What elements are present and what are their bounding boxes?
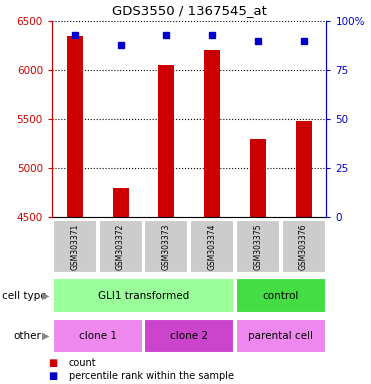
Bar: [158, 65, 174, 217]
Bar: [99, 220, 142, 273]
Text: GSM303373: GSM303373: [162, 223, 171, 270]
Text: ▶: ▶: [42, 331, 49, 341]
Text: control: control: [263, 291, 299, 301]
Title: GDS3550 / 1367545_at: GDS3550 / 1367545_at: [112, 4, 267, 17]
Text: other: other: [13, 331, 41, 341]
Bar: [236, 319, 326, 353]
Bar: [236, 278, 326, 313]
Text: ▶: ▶: [42, 291, 49, 301]
Text: GSM303376: GSM303376: [299, 223, 308, 270]
Bar: [53, 220, 97, 273]
Text: clone 2: clone 2: [170, 331, 208, 341]
Text: GSM303375: GSM303375: [253, 223, 262, 270]
Text: clone 1: clone 1: [79, 331, 117, 341]
Bar: [282, 220, 326, 273]
Text: GLI1 transformed: GLI1 transformed: [98, 291, 189, 301]
Text: cell type: cell type: [2, 291, 46, 301]
Bar: [190, 220, 234, 273]
Text: percentile rank within the sample: percentile rank within the sample: [69, 371, 234, 381]
Bar: [144, 220, 188, 273]
Bar: [144, 319, 234, 353]
Bar: [53, 319, 142, 353]
Bar: [112, 188, 129, 217]
Bar: [296, 121, 312, 217]
Bar: [250, 139, 266, 217]
Text: ■: ■: [48, 358, 58, 368]
Text: parental cell: parental cell: [248, 331, 313, 341]
Bar: [53, 278, 234, 313]
Text: count: count: [69, 358, 96, 368]
Bar: [204, 50, 220, 217]
Bar: [67, 36, 83, 217]
Text: GSM303374: GSM303374: [208, 223, 217, 270]
Text: GSM303372: GSM303372: [116, 223, 125, 270]
Text: ■: ■: [48, 371, 58, 381]
Text: GSM303371: GSM303371: [70, 223, 79, 270]
Bar: [236, 220, 280, 273]
